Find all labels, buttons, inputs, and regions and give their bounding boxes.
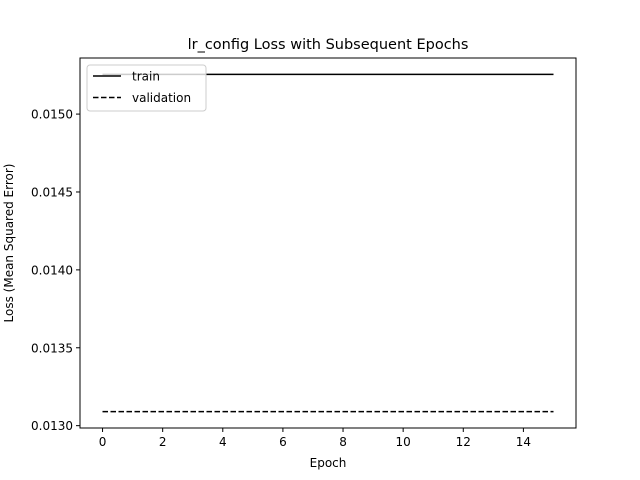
y-tick-label: 0.0135 <box>31 341 73 355</box>
x-tick-label: 6 <box>279 435 287 449</box>
x-tick-label: 12 <box>456 435 471 449</box>
legend-label-train: train <box>132 70 160 84</box>
x-tick-label: 8 <box>339 435 347 449</box>
chart-title: lr_config Loss with Subsequent Epochs <box>188 37 469 53</box>
y-axis: 0.0130 0.0135 0.0140 0.0145 0.0150 <box>31 108 80 433</box>
x-tick-label: 4 <box>219 435 227 449</box>
x-axis-label: Epoch <box>310 456 347 470</box>
y-tick-label: 0.0145 <box>31 185 73 199</box>
x-tick-label: 14 <box>516 435 531 449</box>
x-tick-label: 0 <box>99 435 107 449</box>
x-tick-label: 10 <box>396 435 411 449</box>
y-tick-label: 0.0140 <box>31 263 73 277</box>
x-axis: 0 2 4 6 8 10 12 14 <box>99 428 531 449</box>
plot-frame <box>79 57 577 429</box>
y-tick-label: 0.0150 <box>31 108 73 122</box>
legend: train validation <box>86 64 207 112</box>
x-tick-label: 2 <box>159 435 167 449</box>
y-tick-label: 0.0130 <box>31 419 73 433</box>
legend-label-validation: validation <box>132 91 191 105</box>
y-axis-label: Loss (Mean Squared Error) <box>2 164 16 323</box>
